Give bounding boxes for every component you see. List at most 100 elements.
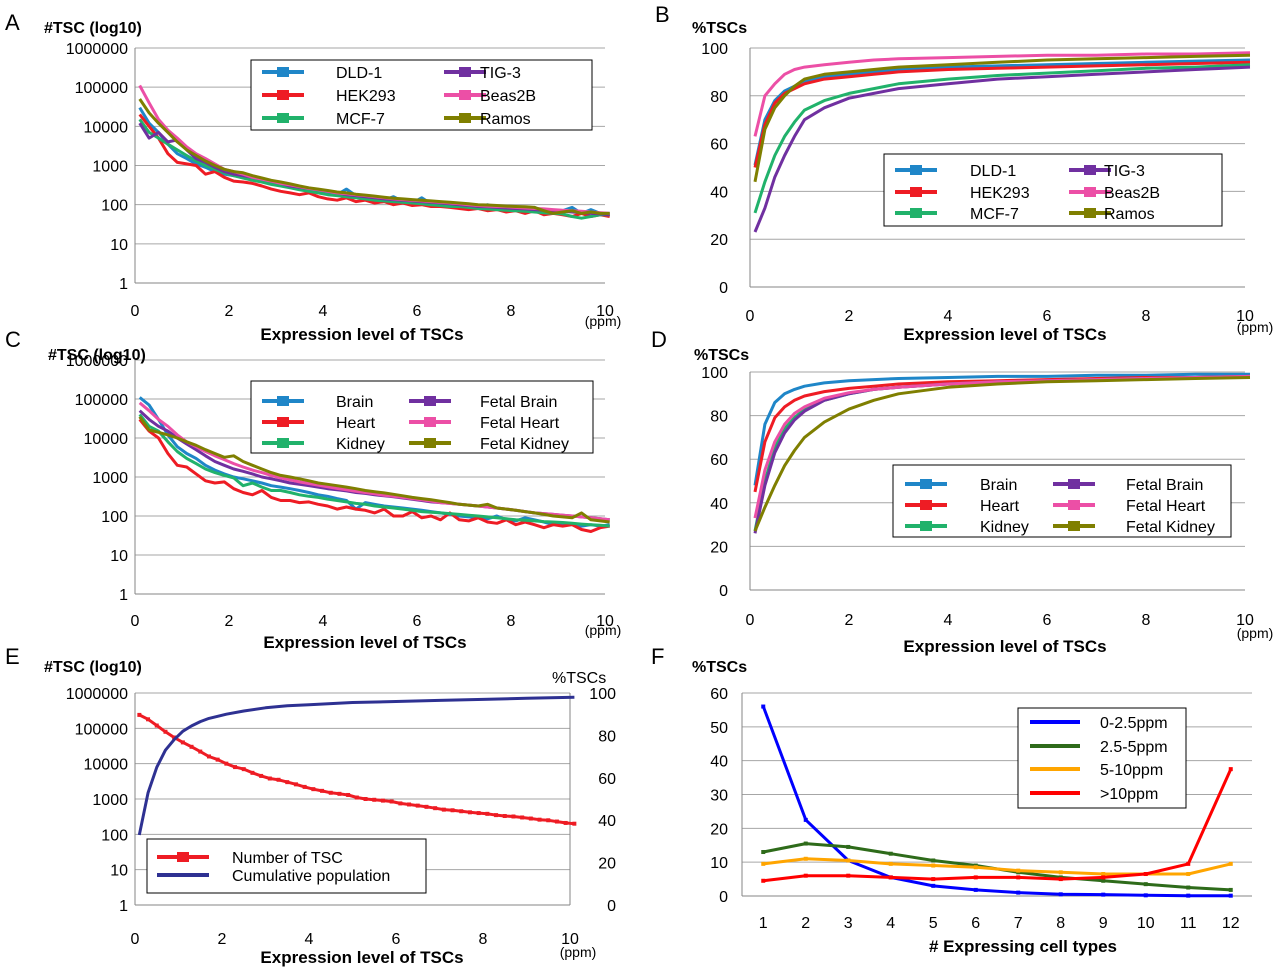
y-axis-title: #TSC (log10) bbox=[44, 659, 142, 676]
x-tick-label: 11 bbox=[1180, 915, 1197, 932]
y-tick-label: 10000 bbox=[84, 431, 129, 448]
legend-label: DLD-1 bbox=[336, 65, 382, 82]
data-point bbox=[846, 873, 851, 878]
data-point bbox=[931, 858, 936, 863]
series-line bbox=[763, 857, 1232, 876]
data-point bbox=[1058, 892, 1063, 897]
legend-marker bbox=[459, 67, 471, 77]
data-point bbox=[372, 797, 377, 802]
data-point bbox=[1186, 861, 1191, 866]
legend-item: Brain bbox=[905, 477, 1017, 494]
legend-item: MCF-7 bbox=[895, 206, 1019, 223]
y-tick-label: 10 bbox=[110, 548, 128, 565]
legend-marker bbox=[277, 67, 289, 77]
x-tick-label: 10 bbox=[596, 303, 614, 320]
series-heart bbox=[138, 418, 610, 533]
data-point bbox=[302, 784, 307, 789]
x-unit-label: (ppm) bbox=[585, 313, 622, 329]
series-line bbox=[753, 51, 1251, 137]
legend-label: TIG-3 bbox=[1104, 163, 1145, 180]
legend-item: Cumulative population bbox=[157, 868, 390, 885]
y-tick-label: 20 bbox=[710, 821, 728, 838]
data-point bbox=[1101, 892, 1106, 897]
y-tick-label: 100000 bbox=[75, 80, 128, 97]
legend-label: DLD-1 bbox=[970, 163, 1016, 180]
x-tick-label: 8 bbox=[1142, 308, 1151, 325]
series-line bbox=[138, 118, 610, 220]
y-axis-title: %TSCs bbox=[692, 20, 747, 37]
series-line bbox=[763, 768, 1233, 883]
x-tick-label: 6 bbox=[392, 931, 401, 948]
legend: DLD-1 HEK293 MCF-7 TIG-3 Beas2B Ramos bbox=[250, 59, 593, 131]
legend-marker bbox=[277, 113, 289, 123]
data-point bbox=[761, 878, 766, 883]
y-tick-label: 100 bbox=[701, 41, 728, 58]
series-line bbox=[138, 415, 610, 524]
legend-marker bbox=[424, 396, 436, 406]
y-tick-label: 100 bbox=[101, 827, 128, 844]
y2-tick-label: 20 bbox=[598, 856, 616, 873]
legend-item: Ramos bbox=[444, 111, 531, 128]
legend-item: Beas2B bbox=[1069, 185, 1160, 202]
data-point bbox=[888, 851, 893, 856]
legend-label: Number of TSC bbox=[232, 850, 343, 867]
data-point bbox=[846, 844, 851, 849]
legend-label: Fetal Kidney bbox=[1126, 519, 1215, 536]
legend-item: Fetal Brain bbox=[1053, 477, 1203, 494]
series-mcf-7 bbox=[138, 118, 610, 220]
y2-axis-title: %TSCs bbox=[552, 670, 606, 687]
series-line bbox=[753, 372, 1250, 486]
series-5-10ppm bbox=[761, 856, 1233, 877]
legend-marker bbox=[1084, 208, 1096, 218]
panel-label: B bbox=[655, 2, 670, 27]
legend-label: Fetal Brain bbox=[480, 394, 557, 411]
x-tick-label: 0 bbox=[131, 303, 140, 320]
legend-label: Brain bbox=[336, 394, 373, 411]
legend-label: Kidney bbox=[980, 519, 1029, 536]
series-dld-1 bbox=[753, 58, 1251, 166]
series-fetal-kidney bbox=[753, 376, 1251, 532]
x-tick-label: 10 bbox=[1137, 915, 1155, 932]
x-tick-label: 6 bbox=[413, 613, 422, 630]
x-tick-label: 8 bbox=[507, 613, 516, 630]
y-tick-label: 0 bbox=[719, 583, 728, 600]
legend-marker bbox=[277, 396, 289, 406]
data-point bbox=[285, 780, 290, 785]
panel-a: A 1 10 100 1000 10000 100000 1000000 0 2 4 6 8 10 #TSC… bbox=[5, 10, 621, 344]
legend-item: >10ppm bbox=[1030, 786, 1158, 803]
data-point bbox=[459, 809, 464, 814]
x-tick-label: 6 bbox=[1043, 308, 1052, 325]
x-axis-title: Expression level of TSCs bbox=[263, 633, 466, 652]
data-point bbox=[973, 865, 978, 870]
series-line bbox=[138, 98, 610, 215]
y-tick-label: 1000 bbox=[92, 792, 128, 809]
x-tick-label: 0 bbox=[131, 613, 140, 630]
legend-marker bbox=[1068, 500, 1080, 510]
data-point bbox=[761, 704, 766, 709]
legend-label: >10ppm bbox=[1100, 786, 1158, 803]
legend-label: HEK293 bbox=[336, 88, 396, 105]
data-point bbox=[311, 787, 316, 792]
data-point bbox=[189, 744, 194, 749]
data-point bbox=[1186, 885, 1191, 890]
data-point bbox=[180, 740, 185, 745]
legend-item: Fetal Heart bbox=[409, 415, 560, 432]
y-axis-title: %TSCs bbox=[694, 347, 749, 364]
data-point bbox=[931, 877, 936, 882]
x-tick-label: 4 bbox=[944, 612, 953, 629]
legend-marker bbox=[920, 479, 932, 489]
data-point bbox=[1016, 868, 1021, 873]
data-point bbox=[1228, 893, 1233, 898]
y-tick-label: 1000 bbox=[92, 159, 128, 176]
x-unit-label: (ppm) bbox=[585, 622, 622, 638]
legend-label: Beas2B bbox=[480, 88, 536, 105]
data-point bbox=[328, 790, 333, 795]
legend-item: HEK293 bbox=[262, 88, 396, 105]
y-axis-title: #TSC (log10) bbox=[48, 347, 146, 364]
x-unit-label: (ppm) bbox=[1237, 319, 1274, 335]
legend-label: TIG-3 bbox=[480, 65, 521, 82]
x-tick-label: 3 bbox=[844, 915, 853, 932]
legend-label: Fetal Heart bbox=[480, 415, 560, 432]
series-line bbox=[753, 60, 1251, 168]
panel-label: A bbox=[5, 10, 20, 35]
